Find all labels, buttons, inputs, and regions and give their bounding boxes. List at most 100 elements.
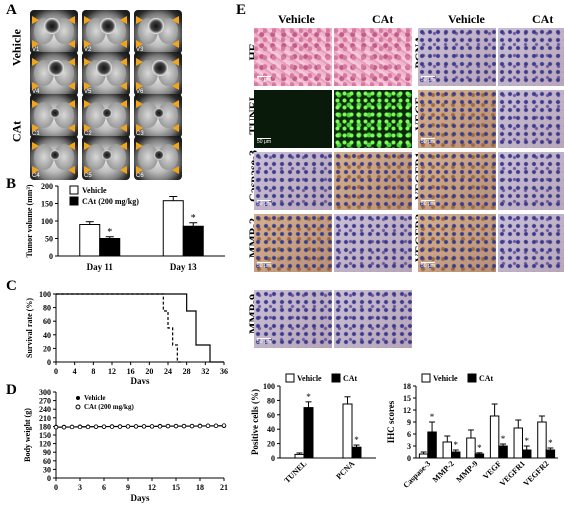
mri-hemisphere [34, 144, 54, 170]
tumor-arrow-icon [68, 82, 75, 90]
weight-point [141, 424, 147, 429]
survival-x-tick-label: 4 [73, 367, 77, 376]
mri-hemisphere [54, 144, 74, 170]
tumor-y-tick-label: 0 [49, 252, 53, 261]
histology-image: 50 μm [254, 290, 332, 348]
weight-point [197, 423, 203, 429]
positive-bar [294, 453, 305, 459]
chart-ihc-scores: 0 3 6 9 12 15 18 IHC scores * Caspase-3 * MMP-2 * MMP… [386, 373, 558, 490]
panel-label-d: D [6, 382, 17, 398]
weight-x-tick-label: 0 [54, 483, 58, 492]
tumor-arrow-icon [68, 142, 75, 150]
histology-image [498, 152, 564, 210]
histology-image: 50 μm [254, 152, 332, 210]
histology-image: 50 μm [254, 28, 332, 86]
histology-image [334, 28, 412, 86]
ihc-legend-vehicle: Vehicle [433, 374, 458, 383]
tumor-arrow-icon [32, 40, 39, 48]
ihc-bar [498, 445, 508, 459]
weight-line [56, 425, 225, 428]
weight-y-tick-label: 180 [39, 422, 51, 431]
positive-legend-cat-swatch [331, 373, 341, 383]
ihc-x-tick-label: MMP-2 [431, 459, 456, 484]
histology-image [334, 152, 412, 210]
ihc-x-tick-label: Caspase-3 [401, 459, 432, 490]
survival-line-cat [56, 293, 224, 363]
tumor-arrow-icon [120, 142, 127, 150]
weight-x-tick-label: 18 [196, 483, 204, 492]
positive-legend-vehicle-swatch [285, 373, 295, 383]
ihc-bar [427, 431, 437, 459]
ihc-legend-cat: CAt [479, 374, 494, 383]
tumor-arrow-icon [32, 142, 39, 150]
positive-y-tick-label: 60 [267, 411, 275, 420]
mri-image-label: V2 [84, 47, 92, 53]
tumor-bar [162, 200, 184, 257]
mri-tumor [154, 108, 164, 118]
weight-x-tick-label: 9 [126, 483, 130, 492]
mri-tumor [102, 150, 112, 160]
weight-point [77, 424, 83, 430]
ihc-significance-mark: * [430, 412, 435, 422]
mri-tumor [154, 150, 164, 160]
histology-image [498, 28, 564, 86]
mri-image: C5 [82, 136, 130, 180]
tumor-arrow-icon [32, 82, 39, 90]
weight-x-tick-label: 3 [78, 483, 82, 492]
scale-bar-label: 50 μm [257, 262, 271, 269]
weight-point [189, 423, 195, 429]
histology-image [498, 214, 564, 272]
panel-label-e: E [236, 2, 247, 18]
positive-y-tick-label: 20 [267, 440, 275, 449]
mri-image-label: V3 [136, 47, 144, 53]
tumor-arrow-icon [120, 100, 127, 108]
weight-point [157, 424, 163, 429]
ihc-x-tick-label: MMP-9 [454, 459, 479, 484]
mri-hemisphere [106, 144, 126, 170]
weight-x-tick-label: 21 [220, 483, 228, 492]
weight-y-tick-label: 90 [43, 448, 51, 457]
survival-x-tick-label: 12 [108, 367, 116, 376]
tumor-arrow-icon [68, 40, 75, 48]
mri-image: C6 [134, 136, 182, 180]
weight-y-tick-label: 270 [39, 397, 51, 406]
ihc-bar [537, 421, 547, 459]
positive-significance-mark: * [354, 435, 359, 445]
survival-x-tick-label: 24 [164, 367, 172, 376]
mri-image-label: V6 [136, 89, 144, 95]
ihc-bar [522, 449, 532, 459]
weight-point [181, 423, 187, 429]
weight-y-tick-label: 60 [43, 457, 51, 466]
weight-y-tick-label: 210 [39, 414, 51, 423]
col-head-right-cat: CAt [532, 12, 554, 26]
ihc-y-tick-label: 9 [407, 418, 411, 427]
weight-x-tick-label: 12 [148, 483, 156, 492]
mri-image: V5 [82, 52, 130, 96]
mri-tumor [100, 18, 116, 34]
ihc-significance-mark: * [524, 436, 529, 446]
survival-line-vehicle [56, 293, 182, 363]
histology-image [498, 90, 564, 148]
ihc-y-tick-label: 0 [407, 454, 411, 463]
mri-image: V4 [30, 52, 78, 96]
positive-x-tick-label: PCNA [334, 459, 356, 481]
tumor-arrow-icon [172, 40, 179, 48]
weight-y-axis-label: Body weight (g) [23, 408, 32, 462]
tumor-arrow-icon [136, 40, 143, 48]
mri-tumor [152, 60, 168, 76]
mri-image-label: C6 [136, 173, 144, 179]
ihc-legend-cat-swatch [467, 373, 477, 383]
tumor-significance-mark: * [107, 227, 112, 238]
scale-bar-label: 50 μm [421, 138, 435, 145]
tumor-bar [79, 224, 101, 257]
ihc-bar [489, 415, 500, 459]
tumor-arrow-icon [120, 58, 127, 66]
positive-bar [351, 446, 362, 459]
tumor-significance-mark: * [191, 213, 196, 224]
tumor-y-tick-label: 50 [45, 235, 53, 244]
mri-tumor [44, 18, 60, 34]
mri-image-label: C2 [84, 131, 92, 137]
tumor-arrow-icon [84, 100, 91, 108]
tumor-legend-cat-swatch [69, 196, 79, 206]
